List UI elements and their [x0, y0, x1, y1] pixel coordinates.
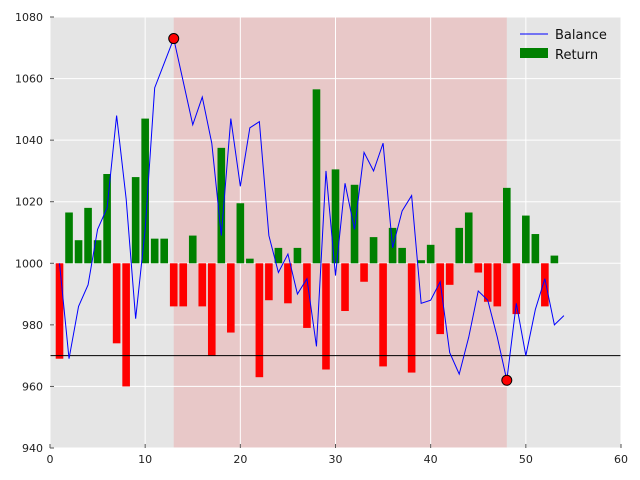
return-bar: [474, 263, 483, 273]
y-tick-label: 1060: [15, 73, 43, 86]
extreme-markers: [168, 33, 513, 386]
return-bar: [322, 263, 330, 370]
return-bar: [122, 263, 130, 387]
return-bar: [236, 203, 245, 264]
return-bar: [436, 263, 444, 335]
return-bar: [246, 258, 254, 264]
return-bar: [150, 238, 159, 264]
return-bar: [417, 260, 425, 264]
y-tick-label: 960: [22, 380, 43, 393]
return-bar: [531, 234, 540, 264]
return-bars: [55, 89, 559, 387]
return-bar: [522, 215, 530, 264]
legend-balance-label: Balance: [555, 28, 607, 43]
return-bar: [274, 247, 283, 264]
balance-line: [59, 36, 565, 381]
y-tick-label: 980: [22, 319, 43, 332]
legend-return-label: Return: [555, 48, 598, 63]
return-bar: [483, 263, 492, 302]
x-tick-label: 20: [233, 453, 247, 466]
return-bar: [360, 263, 368, 282]
return-bar: [350, 184, 359, 264]
return-bar: [179, 263, 188, 307]
return-bar: [284, 263, 292, 304]
x-tick-label: 30: [329, 453, 343, 466]
return-bar: [502, 187, 511, 264]
return-bar: [84, 207, 92, 264]
extreme-marker: [501, 374, 513, 386]
legend: Balance Return: [520, 28, 607, 63]
y-tick-label: 1000: [15, 257, 43, 270]
return-bar: [541, 263, 549, 307]
return-bar: [55, 263, 64, 359]
y-tick-label: 1020: [15, 196, 43, 209]
x-axis-ticks: 0 10 20 30 40 50 60: [47, 444, 628, 466]
return-bar: [93, 240, 102, 264]
return-bar: [160, 238, 169, 264]
x-tick-label: 10: [138, 453, 152, 466]
return-bar: [379, 263, 387, 367]
return-bar: [303, 263, 311, 328]
return-bar: [112, 263, 121, 344]
return-bar: [198, 263, 207, 307]
y-axis-ticks: 940 960 980 1000 1020 1040 1060 1080: [15, 11, 54, 455]
return-bar: [207, 263, 216, 356]
x-tick-label: 0: [47, 453, 54, 466]
return-bar: [464, 212, 473, 264]
return-bar: [341, 263, 349, 312]
return-bar: [293, 247, 302, 264]
return-bar: [265, 263, 273, 301]
return-bar: [445, 263, 454, 285]
return-bar: [131, 177, 140, 264]
legend-return-swatch: [520, 48, 548, 58]
return-bar: [426, 244, 435, 264]
return-bar: [141, 118, 149, 264]
y-tick-label: 1040: [15, 134, 43, 147]
return-bar: [255, 263, 264, 378]
return-bar: [407, 263, 416, 373]
x-tick-label: 50: [519, 453, 533, 466]
x-tick-label: 60: [614, 453, 628, 466]
return-bar: [398, 247, 406, 264]
return-bar: [227, 263, 235, 333]
return-bar: [550, 255, 559, 264]
return-bar: [369, 237, 378, 264]
return-bar: [74, 240, 83, 264]
return-bar: [493, 263, 502, 307]
return-bar: [65, 212, 73, 264]
return-bar: [312, 89, 321, 264]
return-bar: [169, 263, 178, 307]
y-tick-label: 1080: [15, 11, 43, 24]
return-bar: [455, 227, 464, 264]
y-tick-label: 940: [22, 442, 43, 455]
return-bar: [188, 235, 197, 264]
extreme-marker: [168, 33, 180, 45]
return-bar: [217, 147, 226, 264]
return-bar: [331, 169, 340, 264]
return-bar: [512, 263, 521, 315]
return-bar: [103, 174, 111, 264]
x-tick-label: 40: [424, 453, 438, 466]
